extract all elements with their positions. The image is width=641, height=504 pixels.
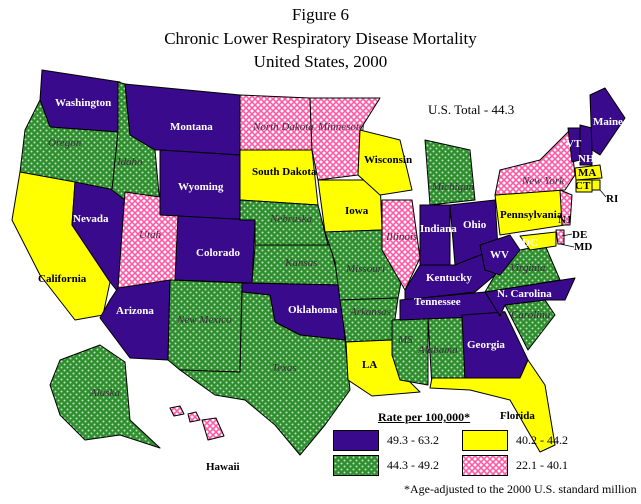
state-massachusetts [574, 164, 603, 181]
map-subtitle: United States, 2000 [253, 52, 388, 71]
label-washington: Washington [55, 97, 111, 109]
label-illinois: Illinois [385, 231, 417, 243]
label-iowa: Iowa [345, 205, 369, 217]
state-new-hampshire [579, 124, 593, 166]
label-md: MD [574, 241, 592, 253]
label-new-york: New York [521, 175, 565, 187]
label-arizona: Arizona [116, 305, 154, 317]
legend-swatch-purple [333, 430, 379, 451]
legend-item-mid-high: 44.3 - 49.2 [333, 455, 439, 476]
label-indiana: Indiana [420, 223, 457, 235]
state-indiana [419, 204, 451, 271]
label-kentucky: Kentucky [426, 272, 472, 284]
legend-range: 40.2 - 44.2 [516, 433, 568, 447]
legend-swatch-green [333, 455, 379, 476]
label-idaho: Idaho [116, 156, 143, 168]
label-wisconsin: Wisconsin [364, 154, 412, 166]
legend-range: 49.3 - 63.2 [387, 433, 439, 447]
label-north-dakota: North Dakota [252, 121, 314, 133]
label-florida: Florida [500, 410, 535, 422]
state-west-virginia [479, 234, 521, 276]
label-nevada: Nevada [73, 213, 109, 225]
state-hawaii-1 [169, 405, 185, 417]
label-california: California [38, 273, 87, 285]
label-hawaii: Hawaii [206, 461, 240, 473]
state-delaware [555, 229, 565, 245]
label-oregon: Oregon [48, 137, 82, 149]
label-ms: MS [397, 334, 413, 346]
figure-number: Figure 6 [291, 5, 350, 24]
label-michigan: Michigan [431, 181, 475, 193]
label-new-mexico: New Mexico [176, 314, 232, 326]
label-ct: CT [575, 180, 591, 192]
state-michigan [424, 139, 476, 206]
label-alabama: Alabama [417, 344, 458, 356]
label-pennsylvania: Pennsylvania [500, 209, 563, 221]
label-ri: RI [606, 193, 618, 205]
label-la: LA [362, 359, 377, 371]
label-s-carolina: S. Carolina [500, 309, 551, 321]
state-rhode-island [591, 179, 601, 191]
label-ohio: Ohio [463, 219, 487, 231]
state-alaska [49, 344, 161, 449]
state-new-mexico [167, 279, 243, 373]
legend-item-low: 22.1 - 40.1 [462, 455, 568, 476]
state-illinois [381, 199, 421, 291]
state-connecticut [575, 179, 593, 193]
label-oklahoma: Oklahoma [288, 304, 338, 316]
label-n-carolina: N. Carolina [497, 288, 552, 300]
label-alaska: Alaska [89, 387, 120, 399]
label-minnesota: Minnesota [317, 121, 365, 133]
label-utah: Utah [139, 229, 162, 241]
label-nebraska: Nebraska [269, 213, 313, 225]
legend-item-mid-low: 40.2 - 44.2 [462, 430, 568, 451]
label-dc: DC [522, 237, 538, 249]
label-de: DE [572, 229, 587, 241]
label-nj: NJ [558, 214, 572, 226]
state-hawaii-3 [201, 417, 225, 441]
state-maine [589, 87, 626, 156]
legend-title: Rate per 100,000* [378, 410, 471, 424]
state-maryland [519, 231, 557, 251]
state-north-carolina [484, 277, 576, 317]
label-kansas: Kansas [284, 257, 317, 269]
state-new-jersey [559, 189, 573, 226]
label-colorado: Colorado [196, 247, 241, 259]
label-nh: NH [578, 153, 595, 165]
legend-swatch-yellow [462, 430, 508, 451]
legend-range: 22.1 - 40.1 [516, 458, 568, 472]
legend-item-high: 49.3 - 63.2 [333, 430, 439, 451]
label-tennessee: Tennessee [414, 296, 461, 308]
label-ma: MA [578, 167, 596, 179]
label-georgia: Georgia [467, 339, 505, 351]
state-arkansas [339, 297, 399, 343]
state-arizona [99, 279, 171, 361]
state-florida [429, 359, 556, 453]
legend-swatch-pink [462, 455, 508, 476]
state-new-york [494, 129, 576, 196]
label-texas: Texas [272, 362, 297, 374]
label-montana: Montana [170, 121, 213, 133]
legend-range: 44.3 - 49.2 [387, 458, 439, 472]
state-hawaii-2 [187, 411, 201, 423]
us-total: U.S. Total - 44.3 [428, 102, 515, 117]
state-wisconsin [357, 129, 413, 196]
label-arkansas: Arkansas [349, 306, 391, 318]
footnote: *Age-adjusted to the 2000 U.S. standard … [404, 482, 637, 496]
label-south-dakota: South Dakota [252, 166, 317, 178]
label-wv: WV [490, 249, 509, 261]
label-vt: VT [566, 138, 582, 150]
map-title: Chronic Lower Respiratory Disease Mortal… [164, 29, 477, 48]
label-missouri: Missouri [345, 263, 385, 275]
label-maine: Maine [593, 116, 623, 128]
label-virginia: Virginia [510, 262, 546, 274]
label-wyoming: Wyoming [178, 181, 224, 193]
